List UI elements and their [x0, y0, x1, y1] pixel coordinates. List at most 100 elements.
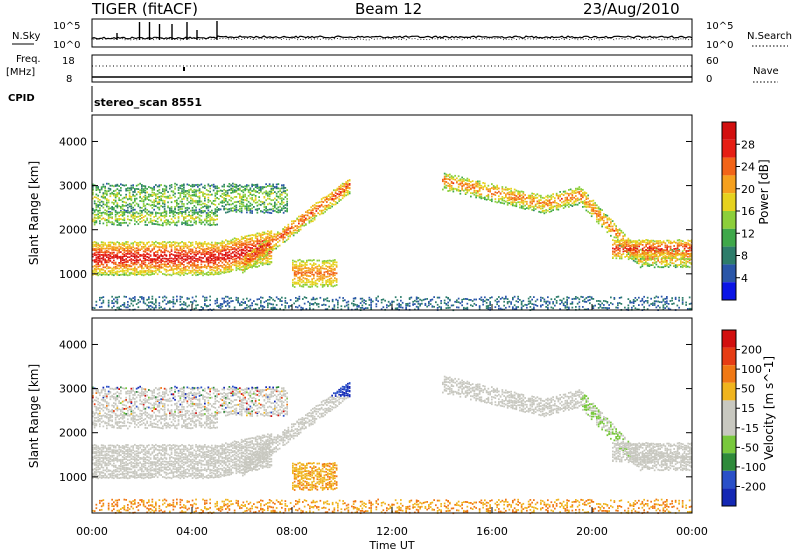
- power-cell: [95, 189, 98, 191]
- power-cell: [184, 250, 187, 252]
- power-cell: [100, 257, 103, 260]
- power-cell: [659, 251, 661, 254]
- power-cell: [221, 253, 224, 256]
- power-cell: [99, 259, 101, 262]
- power-cell: [517, 201, 519, 204]
- power-cell: [149, 199, 152, 202]
- power-cell: [137, 301, 140, 304]
- power-cell: [207, 258, 210, 261]
- power-cell: [534, 197, 537, 199]
- power-cell: [524, 194, 526, 196]
- power-cell: [320, 200, 323, 203]
- power-cell: [615, 233, 617, 235]
- power-cell: [156, 212, 159, 214]
- power-cell: [678, 243, 681, 246]
- power-cell: [335, 278, 338, 280]
- power-cell: [155, 197, 157, 200]
- power-cell: [111, 269, 113, 272]
- power-cell: [282, 201, 285, 204]
- power-cell: [540, 196, 542, 199]
- power-cell: [202, 251, 204, 253]
- power-cell: [302, 274, 305, 277]
- power-cell: [123, 248, 126, 250]
- power-cell: [268, 195, 271, 198]
- power-cell: [121, 200, 124, 203]
- power-cell: [604, 222, 607, 224]
- power-cell: [137, 242, 140, 244]
- power-cell: [237, 256, 239, 258]
- power-cell: [113, 274, 115, 277]
- power-cell: [268, 258, 271, 260]
- power-cell: [648, 254, 651, 256]
- power-cell: [254, 303, 257, 306]
- power-cell: [325, 283, 327, 286]
- power-cell: [127, 187, 129, 189]
- power-cell: [646, 255, 649, 258]
- power-cell: [193, 262, 196, 264]
- power-cell: [214, 245, 217, 248]
- power-cell: [246, 237, 248, 240]
- power-cell: [676, 264, 679, 267]
- power-cell: [494, 191, 497, 194]
- power-cell: [457, 179, 460, 182]
- power-cell: [620, 231, 623, 234]
- power-cell: [127, 251, 129, 253]
- power-cell: [303, 214, 305, 217]
- power-cell: [111, 207, 113, 209]
- power-cell: [190, 224, 192, 227]
- power-cell: [181, 210, 183, 213]
- power-cell: [237, 300, 239, 303]
- power-cell: [652, 255, 654, 258]
- power-cell: [239, 239, 241, 242]
- power-cell: [249, 202, 252, 205]
- power-cell: [541, 211, 544, 213]
- power-cell: [348, 186, 351, 189]
- power-cell: [683, 261, 686, 264]
- power-cell: [160, 214, 162, 216]
- power-cell: [564, 205, 567, 208]
- power-cell: [113, 202, 115, 204]
- power-cell: [170, 250, 173, 252]
- power-cell: [158, 185, 161, 188]
- power-cell: [274, 203, 276, 205]
- power-cell: [247, 260, 249, 263]
- power-cell: [142, 271, 145, 274]
- power-cell: [583, 203, 586, 206]
- power-cell: [618, 244, 621, 247]
- power-cell: [211, 193, 213, 196]
- power-cell: [195, 222, 197, 225]
- power-cell: [278, 239, 281, 242]
- power-cell: [650, 244, 653, 247]
- power-cell: [184, 216, 187, 219]
- power-cell: [123, 201, 126, 203]
- power-cell: [590, 208, 593, 211]
- power-cell: [174, 217, 176, 220]
- power-cell: [239, 263, 241, 265]
- power-cell: [625, 245, 628, 247]
- power-cell: [107, 199, 110, 202]
- power-cell: [333, 203, 335, 206]
- power-cell: [299, 228, 302, 231]
- power-cell: [564, 190, 567, 193]
- power-cell: [226, 185, 229, 188]
- power-cell: [589, 202, 591, 205]
- power-cell: [212, 218, 215, 221]
- power-cell: [141, 241, 143, 244]
- power-cell: [456, 188, 458, 191]
- power-cell: [450, 175, 453, 177]
- power-cell: [258, 196, 260, 198]
- power-cell: [639, 254, 642, 257]
- power-cell: [193, 188, 196, 191]
- power-cell: [183, 264, 185, 266]
- power-cell: [216, 257, 218, 260]
- power-cell: [211, 212, 213, 214]
- power-cell: [330, 267, 333, 270]
- power-cell: [190, 199, 192, 202]
- power-cell: [673, 240, 675, 243]
- power-cell: [107, 217, 110, 219]
- power-cell: [172, 221, 175, 224]
- power-cell: [239, 193, 241, 196]
- power-cell: [580, 197, 582, 200]
- power-cell: [228, 268, 231, 271]
- power-cell: [195, 274, 197, 277]
